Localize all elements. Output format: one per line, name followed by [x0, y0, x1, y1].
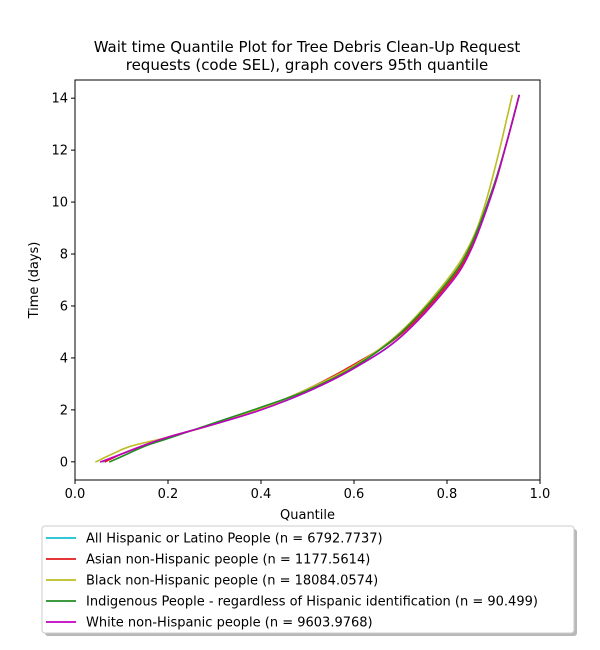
y-tick-label: 10 [51, 196, 68, 211]
legend-box [41, 525, 575, 634]
y-tick-label: 4 [60, 351, 68, 366]
y-tick-label: 2 [60, 403, 68, 418]
legend-label-1: Asian non-Hispanic people (n = 1177.5614… [86, 553, 370, 568]
y-tick-label: 14 [51, 92, 68, 107]
x-axis-label: Quantile [280, 508, 335, 523]
y-axis-label: Time (days) [27, 242, 42, 320]
series-lines [95, 94, 520, 463]
y-tick-label: 6 [60, 299, 68, 314]
legend-label-0: All Hispanic or Latino People (n = 6792.… [86, 532, 383, 547]
x-axis-ticks: 0.0 0.2 0.4 0.6 0.8 1.0 [65, 480, 551, 502]
y-tick-label: 8 [60, 248, 68, 263]
series-line-0 [102, 94, 520, 463]
legend-entries: All Hispanic or Latino People (n = 6792.… [46, 532, 538, 631]
x-tick-label: 0.8 [437, 487, 458, 502]
legend-label-2: Black non-Hispanic people (n = 18084.057… [86, 574, 378, 589]
series-line-3 [109, 94, 520, 463]
series-line-4 [99, 94, 520, 463]
series-line-2 [95, 94, 513, 463]
y-tick-label: 12 [51, 144, 68, 159]
plot-frame [74, 79, 541, 481]
legend-label-4: White non-Hispanic people (n = 9603.9768… [86, 616, 373, 631]
x-tick-label: 0.6 [344, 487, 365, 502]
series-line-1 [104, 94, 520, 463]
legend: All Hispanic or Latino People (n = 6792.… [41, 525, 577, 636]
x-tick-label: 0.4 [251, 487, 272, 502]
chart-title-line-1: Wait time Quantile Plot for Tree Debris … [94, 38, 521, 56]
chart-title-line-2: requests (code SEL), graph covers 95th q… [126, 56, 489, 74]
x-tick-label: 0.0 [65, 487, 86, 502]
x-tick-label: 1.0 [530, 487, 551, 502]
legend-label-3: Indigenous People - regardless of Hispan… [86, 595, 538, 610]
y-axis-ticks: 0 2 4 6 8 10 12 14 [51, 92, 75, 470]
y-tick-label: 0 [60, 455, 68, 470]
x-tick-label: 0.2 [158, 487, 179, 502]
